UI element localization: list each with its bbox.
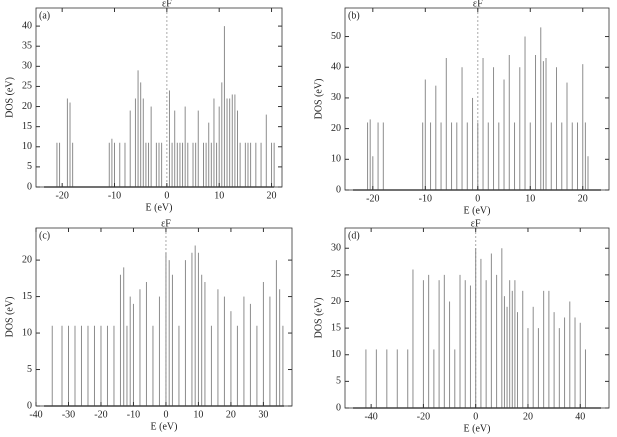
- x-tick-label: 30: [258, 409, 268, 420]
- x-tick-label: 10: [193, 409, 203, 420]
- x-tick-label: -30: [62, 409, 75, 420]
- y-tick-label: 15: [331, 322, 341, 333]
- y-tick-label: 5: [27, 161, 32, 172]
- y-tick-label: 5: [27, 364, 32, 375]
- x-tick-label: 20: [523, 411, 533, 422]
- y-tick-label: 0: [27, 181, 32, 192]
- y-axis-label: DOS (eV): [313, 79, 324, 120]
- y-tick-label: 0: [336, 402, 341, 413]
- fermi-label: εF: [471, 218, 481, 229]
- panel-label: (b): [348, 10, 360, 21]
- y-tick-label: 10: [331, 154, 341, 165]
- y-tick-label: 15: [22, 121, 32, 132]
- x-tick-label: -10: [127, 409, 140, 420]
- y-tick-label: 30: [331, 243, 341, 254]
- fermi-label: εF: [162, 0, 172, 9]
- y-tick-label: 10: [331, 349, 341, 360]
- plot-frame: [35, 227, 293, 407]
- panel-label: (d): [348, 230, 360, 241]
- y-tick-label: 20: [331, 123, 341, 134]
- y-tick-label: 20: [331, 296, 341, 307]
- x-tick-label: 10: [214, 190, 224, 201]
- x-tick-label: 0: [164, 190, 169, 201]
- x-tick-label: -20: [366, 193, 379, 204]
- x-tick-label: 20: [267, 190, 277, 201]
- y-tick-label: 25: [22, 81, 32, 92]
- y-tick-label: 5: [336, 376, 341, 387]
- y-tick-label: 0: [27, 400, 32, 411]
- fermi-label: εF: [161, 218, 171, 229]
- y-tick-label: 10: [22, 141, 32, 152]
- x-tick-label: 20: [578, 193, 588, 204]
- y-tick-label: 20: [22, 101, 32, 112]
- x-tick-label: 0: [475, 193, 480, 204]
- y-tick-label: 35: [22, 41, 32, 52]
- x-axis-label: E (eV): [151, 421, 178, 432]
- x-tick-label: -10: [419, 193, 432, 204]
- y-axis-label: DOS (eV): [4, 77, 15, 118]
- x-tick-label: -40: [364, 411, 377, 422]
- plot-frame: [344, 227, 610, 409]
- y-tick-label: 30: [331, 92, 341, 103]
- panel-label: (c): [39, 230, 50, 241]
- plot-frame: [35, 7, 283, 188]
- y-tick-label: 40: [22, 20, 32, 31]
- y-axis-label: DOS (eV): [4, 297, 15, 338]
- x-tick-label: 0: [163, 409, 168, 420]
- y-tick-label: 20: [22, 254, 32, 265]
- plot-frame: [344, 7, 610, 191]
- y-tick-label: 25: [331, 269, 341, 280]
- panel-label: (a): [39, 10, 50, 21]
- y-axis-label: DOS (eV): [313, 298, 324, 339]
- y-tick-label: 50: [331, 31, 341, 42]
- x-axis-label: E (eV): [464, 423, 491, 434]
- y-tick-label: 40: [331, 62, 341, 73]
- x-tick-label: -20: [55, 190, 68, 201]
- y-tick-label: 15: [22, 291, 32, 302]
- y-tick-label: 30: [22, 61, 32, 72]
- x-tick-label: 40: [575, 411, 585, 422]
- x-tick-label: -20: [417, 411, 430, 422]
- fermi-label: εF: [473, 0, 483, 9]
- x-tick-label: 0: [473, 411, 478, 422]
- x-tick-label: -10: [108, 190, 121, 201]
- x-tick-label: -20: [94, 409, 107, 420]
- y-tick-label: 0: [336, 184, 341, 195]
- x-tick-label: 10: [525, 193, 535, 204]
- x-axis-label: E (eV): [146, 202, 173, 213]
- x-axis-label: E (eV): [464, 205, 491, 216]
- y-tick-label: 10: [22, 327, 32, 338]
- x-tick-label: -40: [29, 409, 42, 420]
- x-tick-label: 20: [226, 409, 236, 420]
